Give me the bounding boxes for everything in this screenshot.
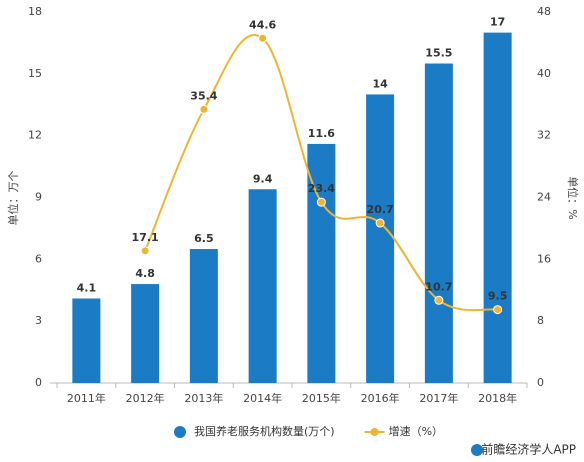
y-tick-label: 3 (35, 314, 42, 327)
x-tick-label: 2012年 (126, 391, 165, 405)
legend-swatch (174, 426, 186, 438)
x-tick-label: 2011年 (67, 391, 106, 405)
x-tick-label: 2013年 (184, 391, 223, 405)
legend-label: 我国养老服务机构数量(万个) (194, 424, 335, 438)
y-tick-label: 9 (35, 191, 42, 204)
y-tick-label: 0 (35, 376, 42, 389)
y-axis-label: 单位：万个 (6, 171, 20, 226)
bar (366, 94, 395, 383)
y2-axis-label: 单位：% (566, 176, 580, 219)
y2-tick-label: 0 (537, 376, 544, 389)
line-label: 44.6 (249, 18, 276, 31)
y-tick-label: 18 (28, 5, 42, 18)
bar-label: 15.5 (425, 47, 452, 60)
y2-tick-label: 48 (537, 5, 551, 18)
x-tick-label: 2018年 (478, 391, 517, 405)
watermark-icon (471, 444, 483, 456)
line-label: 23.4 (308, 182, 335, 195)
bar (189, 249, 218, 383)
bar-label: 17 (490, 16, 505, 29)
line-label: 9.5 (488, 290, 508, 303)
line-label: 17.1 (132, 231, 159, 244)
line-label: 20.7 (367, 203, 394, 216)
x-tick-label: 2014年 (243, 391, 282, 405)
line-point (434, 295, 444, 305)
line-point (375, 218, 385, 228)
line-point (258, 33, 268, 43)
y-tick-label: 12 (28, 129, 42, 142)
bar-label: 4.1 (77, 281, 97, 294)
x-tick-label: 2017年 (419, 391, 458, 405)
bar-label: 6.5 (194, 232, 214, 245)
line-point (316, 197, 326, 207)
bar-label: 14 (372, 77, 388, 90)
bar-label: 9.4 (253, 172, 273, 185)
line-label: 10.7 (425, 280, 452, 293)
y2-tick-label: 8 (537, 314, 544, 327)
y2-tick-label: 16 (537, 252, 551, 265)
bar (131, 284, 160, 383)
y2-tick-label: 32 (537, 129, 551, 142)
line-point (140, 246, 150, 256)
watermark: 前瞻经济学人APP (481, 442, 576, 457)
bar (72, 298, 101, 383)
line-label: 35.4 (190, 89, 217, 102)
legend-label: 增速（%） (389, 424, 443, 438)
bar (424, 63, 453, 384)
legend-swatch (370, 428, 379, 436)
y2-tick-label: 24 (537, 191, 551, 204)
line-point (493, 305, 503, 315)
y-tick-label: 15 (28, 67, 42, 80)
bar-label: 11.6 (308, 127, 335, 140)
bar-label: 4.8 (135, 267, 155, 280)
bar (248, 189, 277, 383)
y-tick-label: 6 (35, 252, 42, 265)
line-point (199, 104, 209, 114)
x-tick-label: 2015年 (302, 391, 341, 405)
x-tick-label: 2016年 (361, 391, 400, 405)
y2-tick-label: 40 (537, 67, 551, 80)
bar (483, 32, 512, 383)
